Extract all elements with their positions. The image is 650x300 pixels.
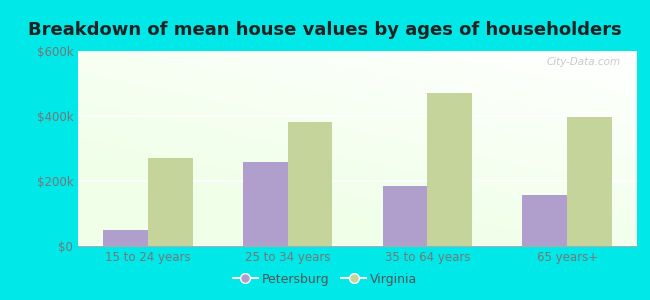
Bar bbox=[567, 117, 612, 246]
Bar bbox=[287, 122, 332, 246]
Bar bbox=[383, 186, 428, 246]
Text: City-Data.com: City-Data.com bbox=[546, 57, 620, 67]
Text: Breakdown of mean house values by ages of householders: Breakdown of mean house values by ages o… bbox=[28, 21, 622, 39]
Bar bbox=[428, 93, 472, 246]
Bar bbox=[103, 230, 148, 246]
Legend: Petersburg, Virginia: Petersburg, Virginia bbox=[227, 268, 422, 291]
Bar bbox=[148, 158, 192, 246]
Bar bbox=[243, 162, 287, 246]
Bar bbox=[523, 195, 567, 246]
